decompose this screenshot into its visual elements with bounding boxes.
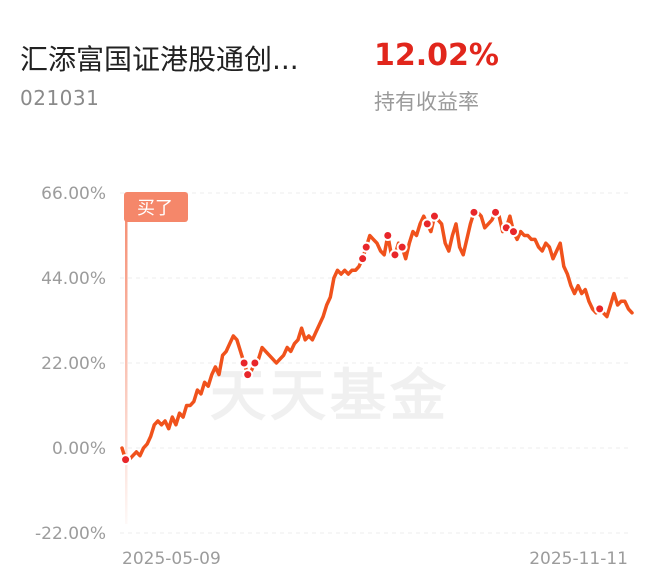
buy-tag[interactable] xyxy=(124,192,188,222)
trade-marker xyxy=(468,206,480,218)
series-line xyxy=(120,210,634,462)
fund-header: 汇添富国证港股通创... 021031 12.02% 持有收益率 xyxy=(0,0,660,140)
holding-return-value: 12.02% xyxy=(374,38,499,73)
trade-marker xyxy=(507,226,519,238)
buy-line xyxy=(125,194,128,524)
trade-marker xyxy=(490,206,502,218)
trade-marker xyxy=(120,454,132,466)
y-tick-label: 44.00% xyxy=(41,269,106,289)
x-label-end: 2025-11-11 xyxy=(529,549,628,569)
y-tick-label: 22.00% xyxy=(41,354,106,374)
trade-marker xyxy=(428,210,440,222)
trade-marker xyxy=(396,241,408,253)
trade-marker xyxy=(357,253,369,265)
trade-marker xyxy=(360,241,372,253)
trade-marker xyxy=(249,357,261,369)
fund-code: 021031 xyxy=(20,86,100,110)
y-tick-label: 0.00% xyxy=(52,439,106,459)
buy-tag-label[interactable]: 买了 xyxy=(137,198,173,219)
y-tick-label: 66.00% xyxy=(41,184,106,204)
trade-marker xyxy=(242,369,254,381)
trade-marker xyxy=(421,218,433,230)
trade-marker xyxy=(594,303,606,315)
trade-marker xyxy=(382,230,394,241)
x-label-start: 2025-05-09 xyxy=(122,549,221,569)
holding-return-label: 持有收益率 xyxy=(374,90,479,114)
return-line-chart[interactable]: 66.00%44.00%22.00%0.00%-22.00%天天基金2025-0… xyxy=(0,150,660,585)
y-tick-label: -22.00% xyxy=(35,524,106,544)
fund-name[interactable]: 汇添富国证港股通创... xyxy=(20,43,299,76)
trade-marker xyxy=(389,249,401,261)
trade-marker xyxy=(238,357,250,369)
